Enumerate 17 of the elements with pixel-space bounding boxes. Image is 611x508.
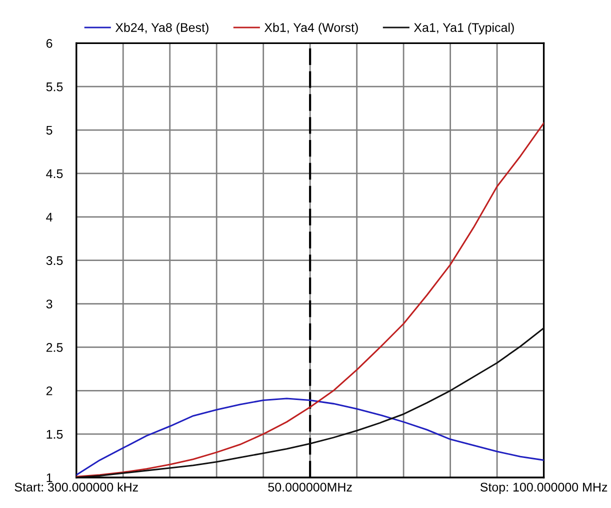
y-tick-label: 4 [46, 212, 52, 222]
x-tick-label: Start: 300.000000 kHz [14, 482, 138, 492]
y-tick-label: 3.5 [46, 256, 63, 265]
y-tick-label: 4.5 [46, 169, 63, 178]
y-tick-label: 2.5 [46, 343, 63, 352]
legend-label: Xb24, Ya8 (Best) [115, 22, 208, 34]
y-tick-label: 1.5 [46, 430, 63, 439]
y-tick-label: 5 [46, 126, 52, 135]
y-tick-label: 6 [46, 38, 52, 48]
y-tick-label: 2 [46, 386, 52, 396]
legend-label: Xb1, Ya4 (Worst) [264, 22, 358, 34]
x-tick-label: 50.000000MHz [268, 482, 352, 492]
x-tick-label: Stop: 100.000000 MHz [480, 482, 608, 494]
legend-label: Xa1, Ya1 (Typical) [414, 22, 514, 34]
y-tick-label: 1 [46, 473, 52, 482]
y-tick-label: 5.5 [46, 82, 63, 92]
y-tick-label: 3 [46, 300, 52, 308]
